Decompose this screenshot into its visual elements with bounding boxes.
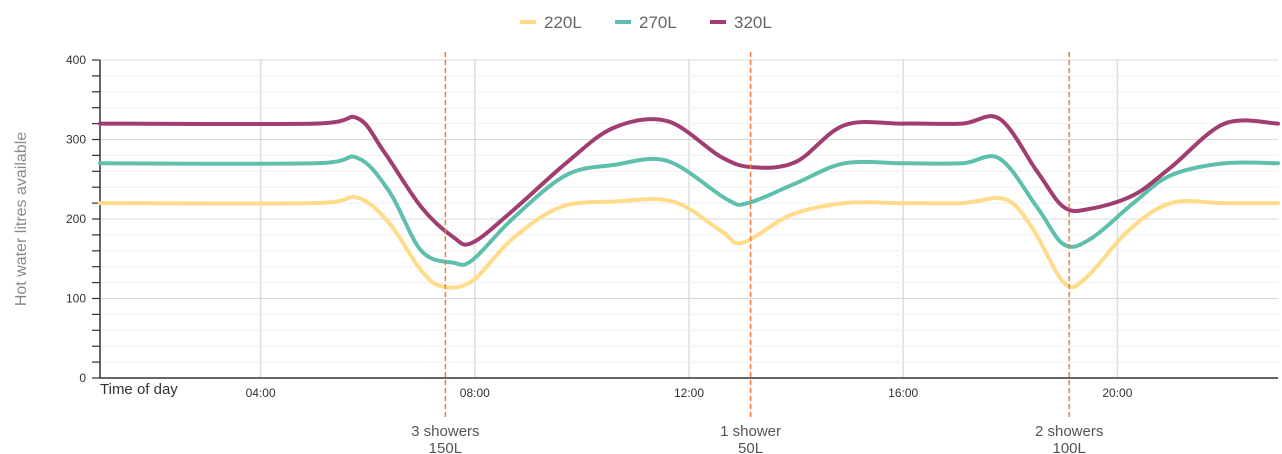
x-tick-label: 08:00 xyxy=(460,386,490,400)
legend-label: 270L xyxy=(639,13,677,32)
series-lines xyxy=(98,114,1280,290)
annotation-volume: 50L xyxy=(738,440,763,454)
y-tick-label: 100 xyxy=(66,292,86,306)
y-tick-label: 200 xyxy=(66,212,86,226)
legend: 220L 270L 320L xyxy=(520,13,772,32)
legend-label: 220L xyxy=(544,13,582,32)
series-line-270L xyxy=(98,154,1280,267)
annotation-volume: 100L xyxy=(1052,440,1085,454)
axes: Hot water litres available Time of day 0… xyxy=(13,53,1278,400)
annotation-volume: 150L xyxy=(429,440,462,454)
series-line-320L xyxy=(98,114,1280,247)
x-axis-label: Time of day xyxy=(100,381,178,398)
x-tick-label: 12:00 xyxy=(674,386,704,400)
x-tick-label: 04:00 xyxy=(246,386,276,400)
annotation-label: 1 shower xyxy=(720,423,781,440)
x-tick-label: 16:00 xyxy=(888,386,918,400)
y-tick-label: 300 xyxy=(66,133,86,147)
annotation-label: 2 showers xyxy=(1035,423,1103,440)
series-line-220L xyxy=(98,194,1280,290)
grid xyxy=(100,59,1278,379)
y-tick-label: 0 xyxy=(79,371,86,385)
annotation-label: 3 showers xyxy=(411,423,479,440)
legend-label: 320L xyxy=(734,13,772,32)
y-axis-label: Hot water litres available xyxy=(13,132,30,306)
x-tick-label: 20:00 xyxy=(1102,386,1132,400)
y-tick-label: 400 xyxy=(66,53,86,67)
